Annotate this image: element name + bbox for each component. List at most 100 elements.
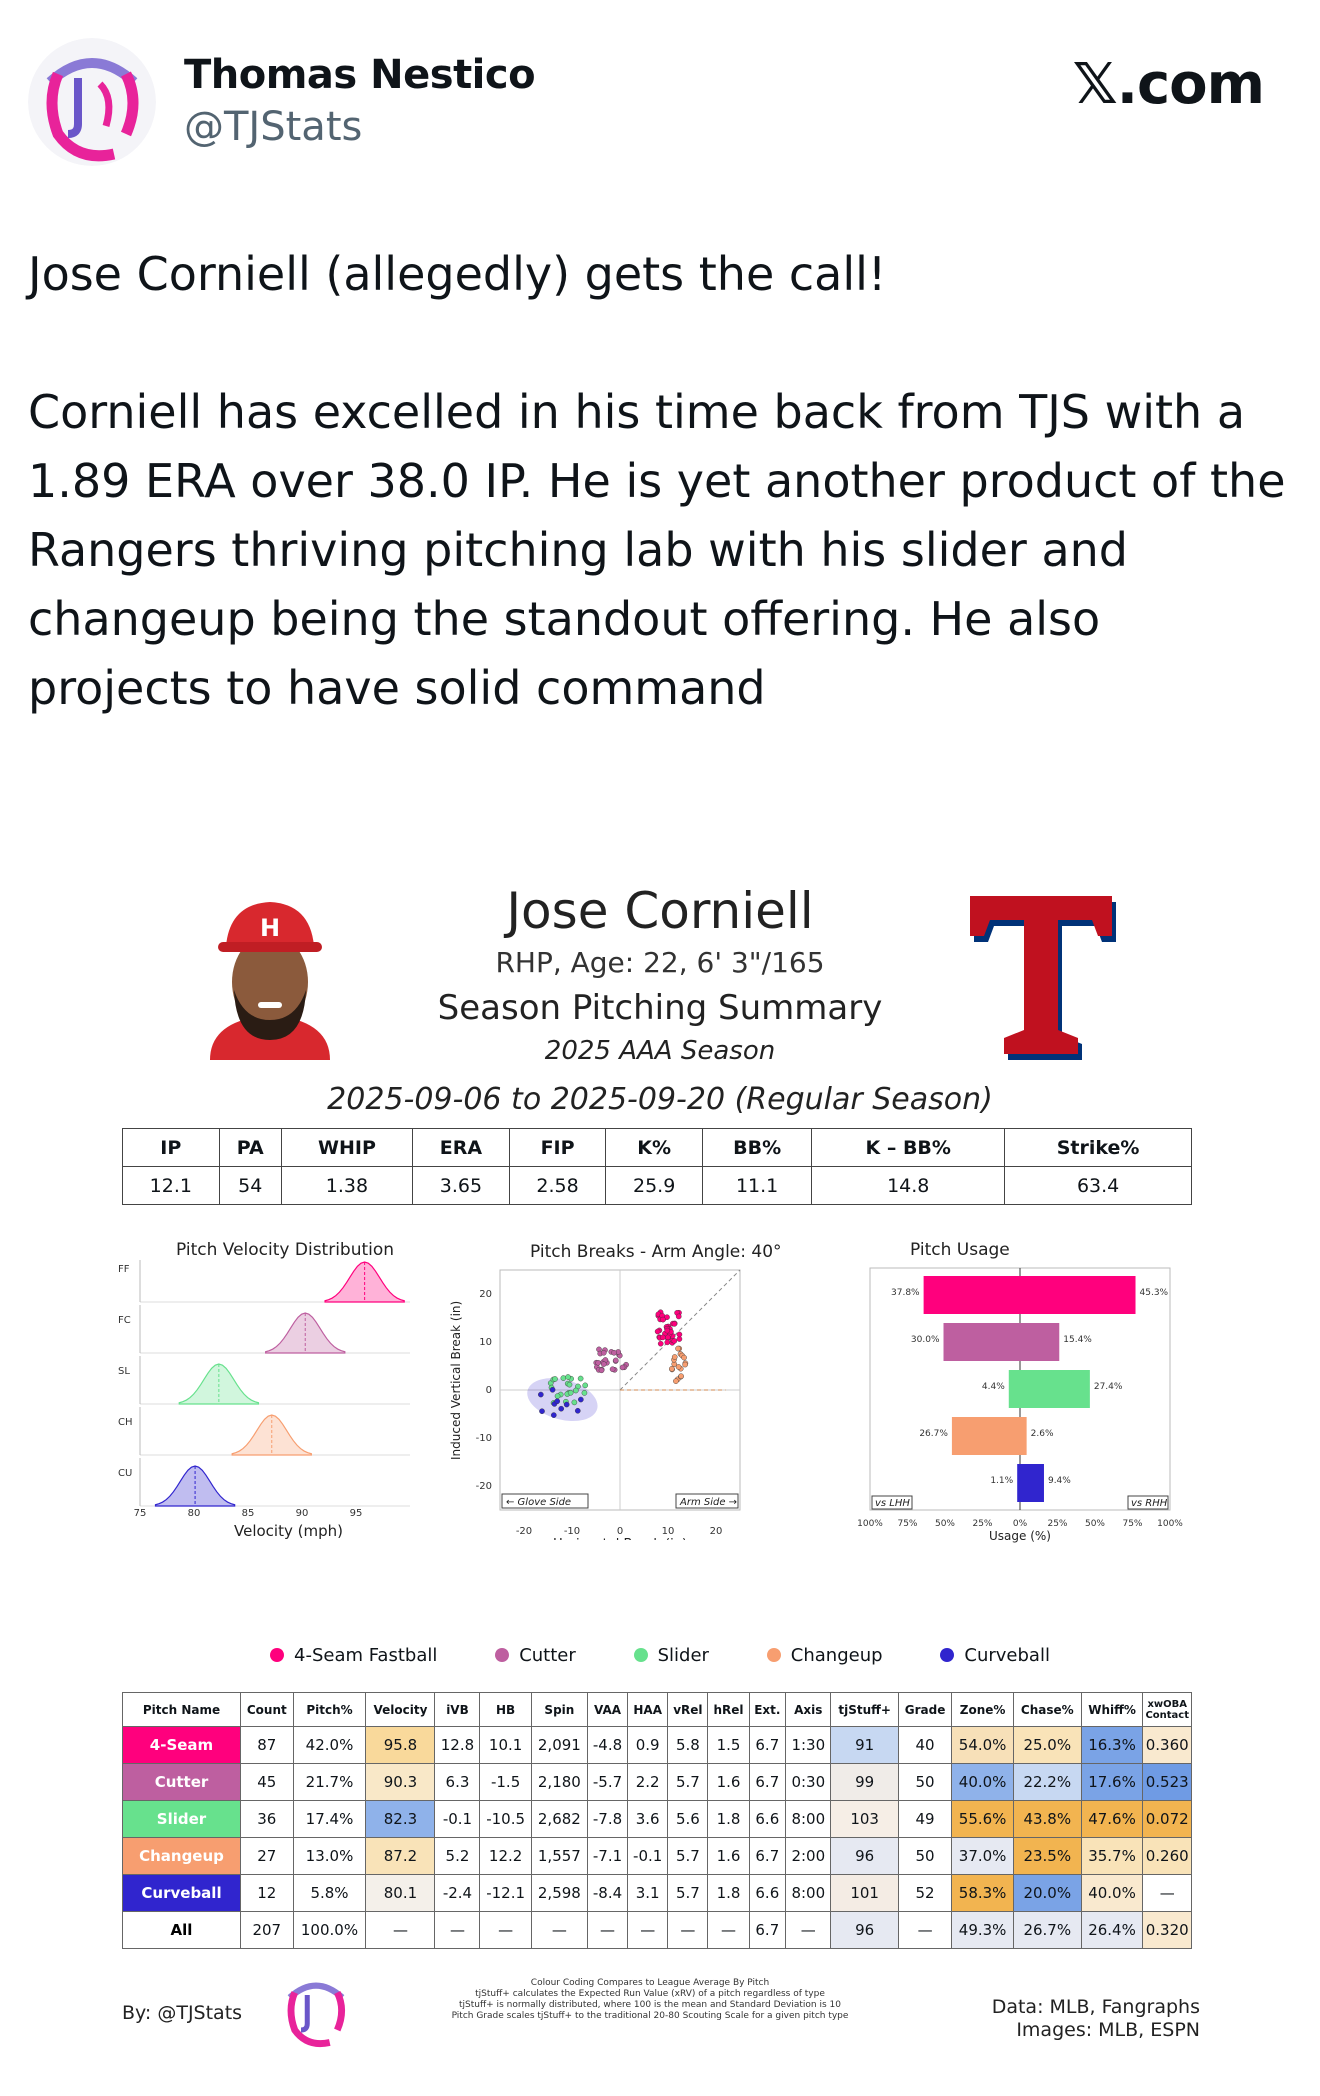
x-logo[interactable]: 𝕏.com xyxy=(1072,52,1265,117)
pitch-metric-cell: 40 xyxy=(897,1726,953,1764)
pitch-col-header: Grade xyxy=(897,1692,953,1727)
pitch-metric-cell: 0:30 xyxy=(785,1763,832,1801)
author-name[interactable]: Thomas Nestico xyxy=(184,52,536,98)
usage-label-rhh: 45.3% xyxy=(1140,1288,1169,1298)
stat-header: WHIP xyxy=(280,1128,414,1167)
pitch-metric-cell: 6.7 xyxy=(748,1726,787,1764)
pitching-summary-card[interactable]: H Jose Corniell RHP, Age: 22, 6' 3"/165 … xyxy=(110,870,1210,2070)
pitch-break-point xyxy=(675,1364,682,1370)
pitch-metric-cell: 10.1 xyxy=(479,1726,532,1764)
pitch-name-cell: All xyxy=(122,1911,241,1949)
pitch-metric-cell: -7.1 xyxy=(586,1837,629,1875)
pitch-metric-cell: 6.3 xyxy=(434,1763,481,1801)
pitch-metric-cell: — xyxy=(365,1911,436,1949)
usage-label-rhh: 9.4% xyxy=(1048,1476,1071,1486)
pitch-metric-cell: 2.2 xyxy=(627,1763,669,1801)
velocity-tick: 90 xyxy=(296,1508,309,1519)
pitch-metric-cell: 1.6 xyxy=(707,1837,750,1875)
pitch-metric-cell: 5.6 xyxy=(667,1800,709,1838)
pitch-col-header: Spin xyxy=(530,1692,588,1727)
usage-tick: 100% xyxy=(857,1519,883,1529)
pitch-break-point xyxy=(558,1405,564,1412)
pitch-metric-cell: — xyxy=(707,1911,750,1949)
legend-item: 4-Seam Fastball xyxy=(270,1645,437,1666)
arm-angle-line xyxy=(619,1269,741,1391)
pitch-metric-cell: 8:00 xyxy=(785,1800,832,1838)
arm-side-box xyxy=(675,1493,739,1509)
usage-bar-rhh xyxy=(1020,1370,1090,1408)
break-xtick: -10 xyxy=(564,1526,580,1537)
pitch-col-header: vRel xyxy=(667,1692,709,1727)
glove-side-box xyxy=(501,1493,589,1509)
image-source: Images: MLB, ESPN xyxy=(1016,2019,1200,2041)
pitch-break-point xyxy=(671,1338,678,1344)
pitch-metric-cell: 50 xyxy=(897,1837,953,1875)
pitch-break-point xyxy=(581,1390,588,1396)
pitch-metric-cell: 0.523 xyxy=(1142,1763,1192,1801)
legend-dot xyxy=(940,1648,955,1662)
pitch-row: Slider 36 17.4% 82.3 -0.1 -10.5 2,682 -7.8 3.6 5.… xyxy=(122,1800,1192,1838)
pitch-metric-cell: 52 xyxy=(897,1874,953,1912)
stat-header: K% xyxy=(605,1128,703,1167)
pitch-metric-cell: 26.4% xyxy=(1080,1911,1144,1949)
velocity-tick: 85 xyxy=(242,1508,255,1519)
pitch-col-header: HAA xyxy=(627,1692,669,1727)
pitch-col-header: Velocity xyxy=(365,1692,436,1727)
tjstats-logo xyxy=(287,1982,346,2048)
pitch-break-point xyxy=(571,1399,578,1406)
pitch-row: Changeup 27 13.0% 87.2 5.2 12.2 1,557 -7.1 -0.1 5… xyxy=(122,1837,1192,1875)
pitch-metric-cell: -5.7 xyxy=(586,1763,629,1801)
pitch-metric-cell: 207 xyxy=(240,1911,294,1949)
pitch-metric-cell: -8.4 xyxy=(586,1874,629,1912)
pitch-metric-cell: 12 xyxy=(240,1874,294,1912)
usage-tick: 50% xyxy=(1085,1519,1105,1529)
pitch-metrics-table: Pitch Name Count Pitch% Velocity iVB HB Spin VA… xyxy=(122,1692,1192,1949)
pitch-break-point xyxy=(675,1313,682,1320)
tweet-text: Jose Corniell (allegedly) gets the call!… xyxy=(28,240,1298,723)
usage-label-lhh: 1.1% xyxy=(990,1476,1013,1486)
usage-tick: 25% xyxy=(1047,1519,1067,1529)
pitch-break-point xyxy=(582,1382,589,1389)
pitch-metric-cell: 0.260 xyxy=(1142,1837,1192,1875)
footer-note-3: tjStuff+ is normally distributed, where … xyxy=(458,2000,842,2010)
velocity-tick: 80 xyxy=(188,1508,201,1519)
legend-label: Cutter xyxy=(519,1644,576,1666)
pitch-col-header: hRel xyxy=(707,1692,750,1727)
pitch-break-point xyxy=(664,1314,670,1320)
break-ytick: 0 xyxy=(486,1385,492,1396)
pitch-metric-cell: 20.0% xyxy=(1012,1874,1082,1912)
break-ytick: -20 xyxy=(476,1481,492,1492)
pitch-metric-cell: 16.3% xyxy=(1080,1726,1144,1764)
svg-text:H: H xyxy=(260,914,280,942)
usage-tick: 50% xyxy=(935,1519,955,1529)
pitch-metric-cell: 2,682 xyxy=(530,1800,588,1838)
legend-label: Changeup xyxy=(790,1644,883,1666)
pitch-break-point xyxy=(574,1407,581,1414)
pitch-metric-cell: 101 xyxy=(830,1874,899,1912)
pitch-col-header: Pitch Name xyxy=(122,1692,241,1727)
pitch-break-point xyxy=(678,1373,684,1379)
footer-note-2: tjStuff+ calculates the Expected Run Val… xyxy=(475,1989,825,1999)
usage-label-lhh: 26.7% xyxy=(919,1429,948,1439)
pitch-metric-cell: 100.0% xyxy=(292,1911,367,1949)
pitch-metric-cell: 1.6 xyxy=(707,1763,750,1801)
pitch-metric-cell: 35.7% xyxy=(1080,1837,1144,1875)
stat-header: ERA xyxy=(412,1128,510,1167)
usage-tick: 100% xyxy=(1157,1519,1183,1529)
pitch-break-point xyxy=(577,1375,584,1382)
pitch-metric-cell: 96 xyxy=(830,1837,899,1875)
pitch-row: Curveball 12 5.8% 80.1 -2.4 -12.1 2,598 -8.4 3.1… xyxy=(122,1874,1192,1912)
pitch-break-point xyxy=(578,1396,584,1403)
author-handle[interactable]: @TJStats xyxy=(184,104,363,150)
pitch-metric-cell: 99 xyxy=(830,1763,899,1801)
pitch-metric-cell: 55.6% xyxy=(951,1800,1014,1838)
stat-header: BB% xyxy=(701,1128,813,1167)
velocity-row-label: FC xyxy=(118,1315,131,1326)
pitch-row: 4-Seam 87 42.0% 95.8 12.8 10.1 2,091 -4.8 0.9 5.8… xyxy=(122,1726,1192,1764)
author-avatar[interactable] xyxy=(28,38,156,166)
pitch-break-point xyxy=(657,1340,664,1347)
pitch-col-header: Pitch% xyxy=(292,1692,367,1727)
pitch-metric-cell: 1:30 xyxy=(785,1726,832,1764)
pitch-metric-cell: 0.072 xyxy=(1142,1800,1192,1838)
pitch-col-header: Count xyxy=(240,1692,294,1727)
